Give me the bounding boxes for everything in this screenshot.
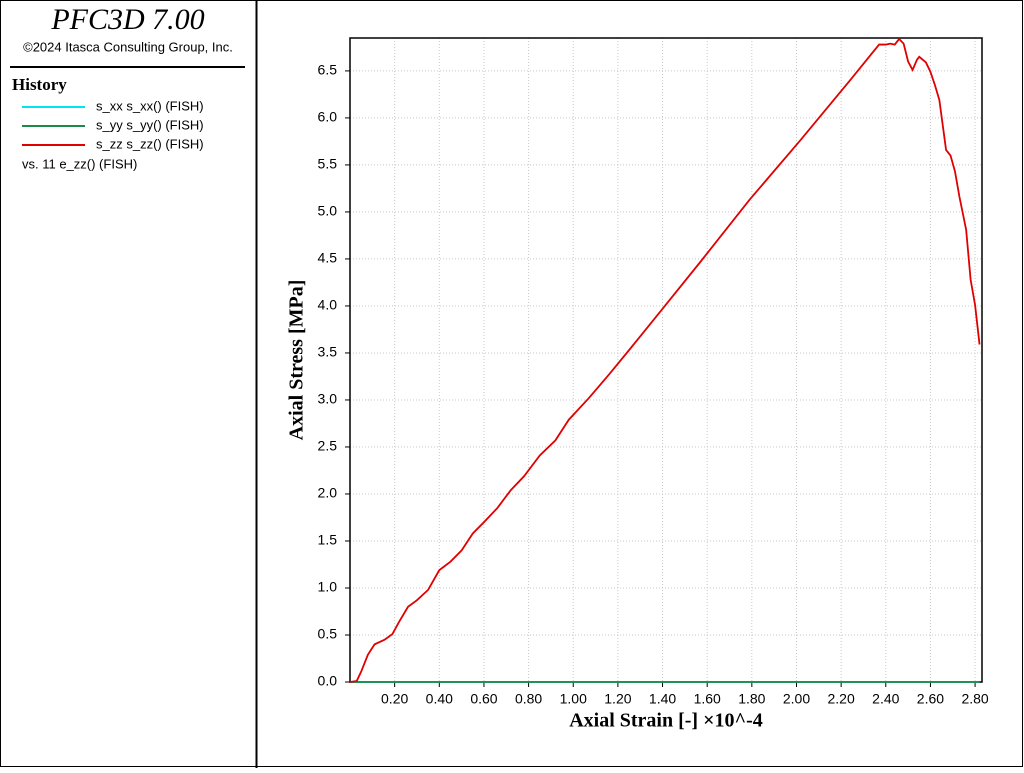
y-tick-label: 3.0 [318,391,338,407]
y-tick-label: 0.0 [318,673,338,689]
x-tick-label: 2.60 [917,691,944,707]
x-tick-label: 1.20 [604,691,631,707]
x-tick-label: 2.80 [961,691,988,707]
y-tick-label: 4.0 [318,297,338,313]
series-line [349,37,981,683]
y-tick-label: 1.5 [318,532,338,548]
x-axis-title: Axial Strain [-] ×10^-4 [569,710,763,732]
y-tick-label: 4.5 [318,250,338,266]
y-tick-label: 5.0 [318,203,338,219]
y-tick-label: 2.5 [318,438,338,454]
y-tick-label: 5.5 [318,156,338,172]
y-tick-label: 2.0 [318,485,338,501]
y-axis-title: Axial Stress [MPa] [286,280,308,441]
x-tick-label: 1.00 [560,691,587,707]
copyright: ©2024 Itasca Consulting Group, Inc. [23,39,233,54]
x-tick-label: 2.00 [783,691,810,707]
x-tick-label: 1.60 [694,691,721,707]
legend-title: History [12,75,67,94]
y-tick-label: 3.5 [318,344,338,360]
legend-label: s_yy s_yy() (FISH) [96,117,204,132]
app-title: PFC3D 7.00 [50,3,204,36]
x-tick-label: 0.20 [381,691,408,707]
x-tick-label: 0.80 [515,691,542,707]
legend-label: s_xx s_xx() (FISH) [96,98,204,113]
x-tick-label: 0.60 [470,691,497,707]
x-tick-label: 1.40 [649,691,676,707]
versus-label: vs. 11 e_zz() (FISH) [22,156,137,171]
y-tick-label: 6.5 [318,62,338,78]
y-tick-label: 6.0 [318,109,338,125]
x-tick-label: 0.40 [426,691,453,707]
x-tick-label: 1.80 [738,691,765,707]
x-tick-label: 2.20 [828,691,855,707]
x-tick-label: 2.40 [872,691,899,707]
y-tick-label: 0.5 [318,626,338,642]
y-tick-label: 1.0 [318,579,338,595]
legend-label: s_zz s_zz() (FISH) [96,136,204,151]
